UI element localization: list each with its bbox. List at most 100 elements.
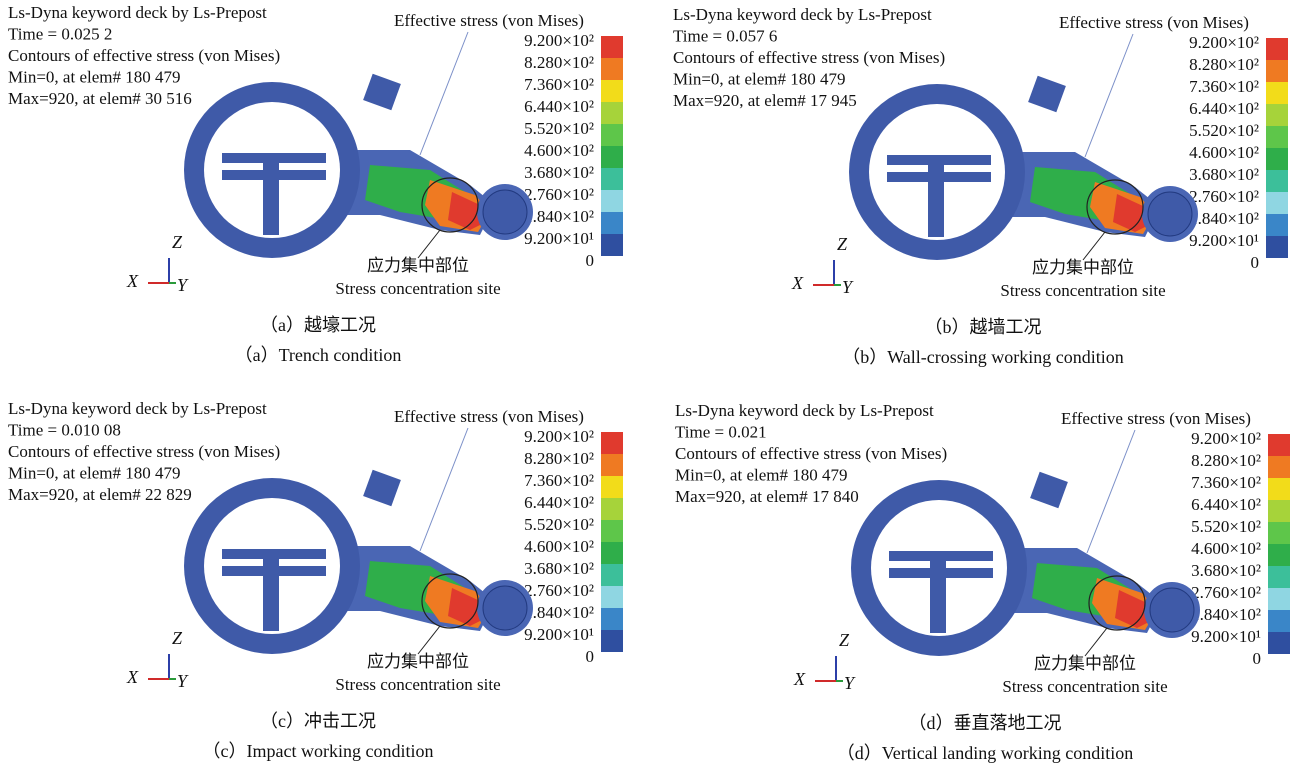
colorbar-segment <box>601 520 623 542</box>
colorbar-label: 3.680×10² <box>1191 561 1261 580</box>
crossbar <box>222 549 326 559</box>
colorbar-segment <box>601 586 623 608</box>
colorbar-label: 3.680×10² <box>524 163 594 182</box>
colorbar-segment <box>601 498 623 520</box>
caption-en: （c）Impact working condition <box>203 741 434 761</box>
header-line: Min=0, at elem# 180 479 <box>675 465 847 484</box>
colorbar-label: 9.200×10² <box>1191 429 1261 448</box>
colorbar-label: 0 <box>586 647 595 666</box>
colorbar-label: 9.200×10¹ <box>524 229 594 248</box>
ax: X <box>126 667 139 687</box>
block <box>1030 472 1068 509</box>
colorbar-label: 9.200×10² <box>1189 33 1259 52</box>
colorbar-segment <box>1266 126 1288 148</box>
fe-model <box>184 470 533 654</box>
leader <box>1083 232 1105 260</box>
colorbar-segment <box>601 58 623 80</box>
ax: X <box>793 669 806 689</box>
header-line: Ls-Dyna keyword deck by Ls-Prepost <box>8 399 267 418</box>
fe-model <box>851 472 1200 656</box>
annotation-en: Stress concentration site <box>335 675 500 694</box>
annotation-cn: 应力集中部位 <box>367 652 469 671</box>
fe-model <box>849 76 1198 260</box>
header-line: Contours of effective stress (von Mises) <box>8 46 280 65</box>
colorbar-segment <box>601 564 623 586</box>
header-line: Time = 0.010 08 <box>8 420 121 439</box>
colorbar-label: 1.840×10² <box>1189 209 1259 228</box>
colorbar-label: 2.760×10² <box>1191 583 1261 602</box>
end-boss-inner <box>1150 588 1194 632</box>
colorbar-label: 5.520×10² <box>1191 517 1261 536</box>
ax: Z <box>839 630 850 650</box>
leader <box>1087 430 1135 553</box>
caption-cn: （d）垂直落地工况 <box>909 713 1062 733</box>
stem <box>928 165 944 237</box>
colorbar-label: 7.360×10² <box>1189 77 1259 96</box>
caption-cn: （b）越墙工况 <box>925 317 1042 337</box>
colorbar-label: 6.440×10² <box>1191 495 1261 514</box>
colorbar-label: 2.760×10² <box>524 581 594 600</box>
colorbar-segment <box>601 168 623 190</box>
colorbar-label: 9.200×10² <box>524 31 594 50</box>
colorbar-label: 0 <box>1251 253 1260 272</box>
header-line: Max=920, at elem# 17 840 <box>675 487 859 506</box>
colorbar-segment <box>1268 500 1290 522</box>
colorbar-segment <box>1268 478 1290 500</box>
colorbar-label: 9.200×10¹ <box>1191 627 1261 646</box>
foot <box>921 246 955 255</box>
colorbar-label: 2.760×10² <box>524 185 594 204</box>
block <box>1028 76 1066 113</box>
legend-title: Effective stress (von Mises) <box>394 11 584 30</box>
header-line: Min=0, at elem# 180 479 <box>673 69 845 88</box>
colorbar-label: 0 <box>1253 649 1262 668</box>
foot <box>256 244 290 253</box>
legend-title: Effective stress (von Mises) <box>1059 13 1249 32</box>
crossbar <box>222 153 326 163</box>
colorbar-label: 0 <box>586 251 595 270</box>
colorbar-label: 6.440×10² <box>524 97 594 116</box>
colorbar-label: 8.280×10² <box>1189 55 1259 74</box>
leader <box>420 428 468 551</box>
annotation-cn: 应力集中部位 <box>1032 258 1134 277</box>
colorbar-label: 9.200×10¹ <box>524 625 594 644</box>
colorbar-segment <box>601 630 623 652</box>
block <box>363 74 401 111</box>
colorbar-segment <box>1268 434 1290 456</box>
panel: Ls-Dyna keyword deck by Ls-Prepost Time =… <box>673 5 1288 367</box>
ax: Y <box>177 275 189 295</box>
colorbar-label: 8.280×10² <box>1191 451 1261 470</box>
ax: Z <box>172 232 183 252</box>
annotation-en: Stress concentration site <box>1002 677 1167 696</box>
ax: Z <box>837 234 848 254</box>
header-line: Time = 0.021 <box>675 422 767 441</box>
colorbar-segment <box>1268 522 1290 544</box>
colorbar-segment <box>1266 82 1288 104</box>
colorbar-label: 9.200×10¹ <box>1189 231 1259 250</box>
leader <box>418 230 440 258</box>
ax: Y <box>842 277 854 297</box>
header-line: Time = 0.025 2 <box>8 24 112 43</box>
stem <box>930 561 946 633</box>
header-line: Time = 0.057 6 <box>673 26 777 45</box>
annotation-cn: 应力集中部位 <box>1034 654 1136 673</box>
colorbar-segment <box>601 432 623 454</box>
colorbar-label: 7.360×10² <box>1191 473 1261 492</box>
colorbar-segment <box>1268 610 1290 632</box>
colorbar-label: 6.440×10² <box>1189 99 1259 118</box>
colorbar-segment <box>601 146 623 168</box>
ax: X <box>791 273 804 293</box>
end-boss-inner <box>483 190 527 234</box>
colorbar-segment <box>1268 588 1290 610</box>
panel: Ls-Dyna keyword deck by Ls-Prepost Time =… <box>8 399 623 761</box>
header-line: Min=0, at elem# 180 479 <box>8 67 180 86</box>
header-line: Ls-Dyna keyword deck by Ls-Prepost <box>673 5 932 24</box>
colorbar-segment <box>1268 632 1290 654</box>
colorbar-label: 4.600×10² <box>524 141 594 160</box>
colorbar-label: 8.280×10² <box>524 449 594 468</box>
fe-model <box>184 74 533 258</box>
caption-cn: （a）越壕工况 <box>260 315 376 335</box>
colorbar-label: 1.840×10² <box>1191 605 1261 624</box>
colorbar-segment <box>601 102 623 124</box>
legend-title: Effective stress (von Mises) <box>1061 409 1251 428</box>
figure: Ls-Dyna keyword deck by Ls-Prepost Time =… <box>0 0 1311 766</box>
